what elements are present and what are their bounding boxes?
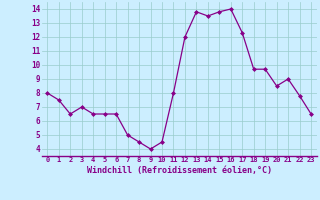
X-axis label: Windchill (Refroidissement éolien,°C): Windchill (Refroidissement éolien,°C) (87, 166, 272, 175)
